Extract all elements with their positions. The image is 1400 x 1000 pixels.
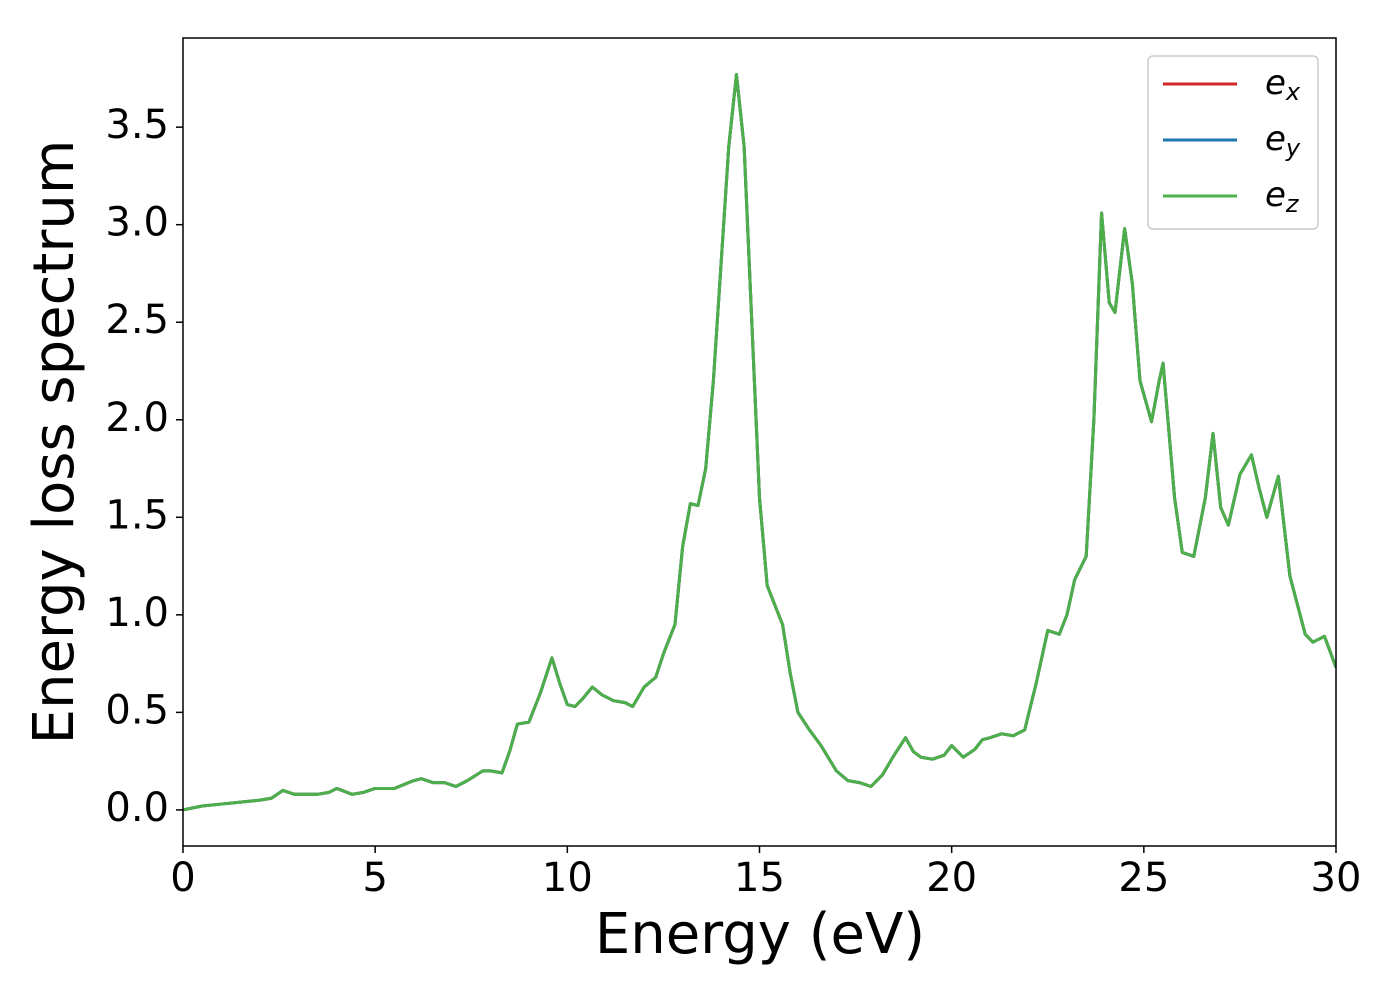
legend-label: ex bbox=[1265, 63, 1301, 107]
y-tick-label: 3.5 bbox=[105, 102, 169, 148]
y-tick-label: 2.0 bbox=[105, 395, 169, 441]
x-tick-label: 0 bbox=[170, 855, 195, 901]
y-tick-label: 0.0 bbox=[105, 785, 169, 831]
x-tick-label: 20 bbox=[926, 855, 977, 901]
y-tick-label: 0.5 bbox=[105, 687, 169, 733]
y-tick-label: 3.0 bbox=[105, 200, 169, 246]
y-tick-label: 2.5 bbox=[105, 297, 169, 343]
legend-label: ey bbox=[1265, 119, 1301, 163]
plot-frame bbox=[182, 37, 1337, 847]
x-tick-label: 30 bbox=[1311, 855, 1362, 901]
legend-box bbox=[1147, 55, 1319, 230]
y-tick-label: 1.0 bbox=[105, 590, 169, 636]
x-tick-label: 15 bbox=[734, 855, 785, 901]
x-tick-label: 10 bbox=[542, 855, 593, 901]
series-line bbox=[183, 72, 1336, 812]
y-axis-label: Energy loss spectrum bbox=[22, 140, 87, 745]
x-tick-label: 25 bbox=[1118, 855, 1169, 901]
x-tick-label: 5 bbox=[362, 855, 387, 901]
y-tick-label: 1.5 bbox=[105, 492, 169, 538]
legend-label: ez bbox=[1265, 175, 1300, 219]
x-axis-label: Energy (eV) bbox=[595, 902, 925, 967]
